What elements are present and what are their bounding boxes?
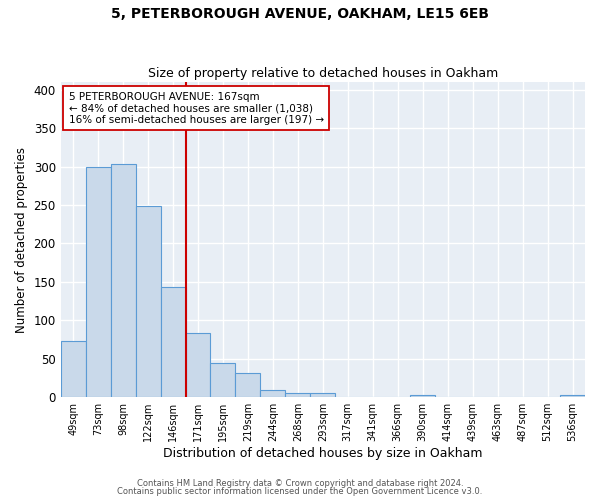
Bar xyxy=(560,395,585,397)
Bar xyxy=(260,390,286,397)
Bar xyxy=(86,168,110,397)
Y-axis label: Number of detached properties: Number of detached properties xyxy=(15,146,28,332)
Text: 5 PETERBOROUGH AVENUE: 167sqm
← 84% of detached houses are smaller (1,038)
16% o: 5 PETERBOROUGH AVENUE: 167sqm ← 84% of d… xyxy=(68,92,323,124)
Bar xyxy=(286,392,310,397)
Text: Contains public sector information licensed under the Open Government Licence v3: Contains public sector information licen… xyxy=(118,487,482,496)
Bar xyxy=(61,341,86,397)
Title: Size of property relative to detached houses in Oakham: Size of property relative to detached ho… xyxy=(148,66,498,80)
Bar xyxy=(136,206,161,397)
Bar xyxy=(310,392,335,397)
Bar xyxy=(185,334,211,397)
Bar xyxy=(161,286,185,397)
Text: Contains HM Land Registry data © Crown copyright and database right 2024.: Contains HM Land Registry data © Crown c… xyxy=(137,479,463,488)
Bar xyxy=(410,395,435,397)
Bar xyxy=(211,362,235,397)
Text: 5, PETERBOROUGH AVENUE, OAKHAM, LE15 6EB: 5, PETERBOROUGH AVENUE, OAKHAM, LE15 6EB xyxy=(111,8,489,22)
Bar xyxy=(110,164,136,397)
Bar xyxy=(235,372,260,397)
X-axis label: Distribution of detached houses by size in Oakham: Distribution of detached houses by size … xyxy=(163,447,482,460)
